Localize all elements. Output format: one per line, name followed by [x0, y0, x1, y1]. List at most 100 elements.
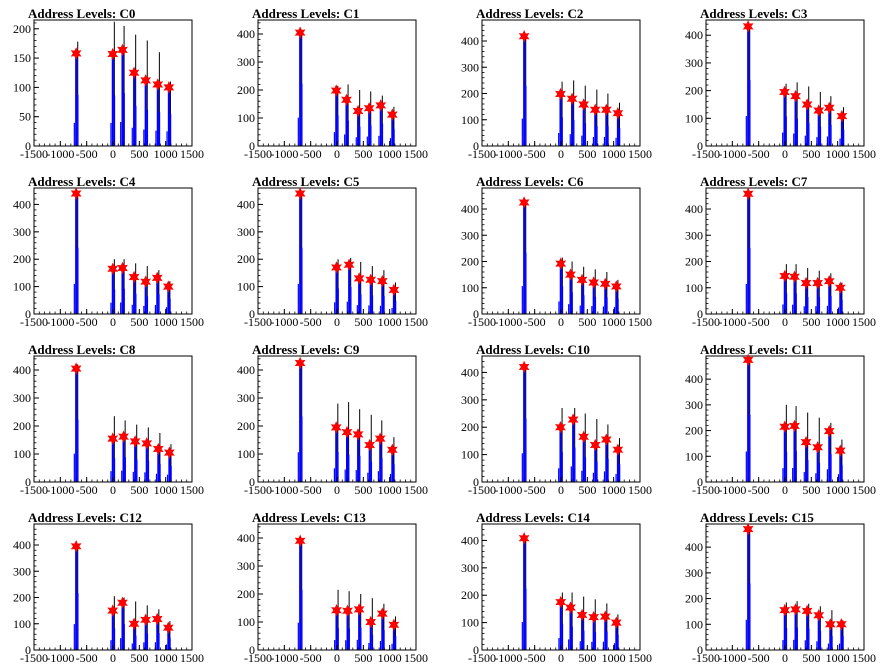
- peak-marker: [555, 257, 567, 270]
- histogram-bar: [158, 112, 161, 146]
- x-tick-label: 500: [354, 651, 372, 665]
- histogram-bar: [591, 641, 593, 650]
- x-tick-label: 1500: [404, 147, 428, 161]
- histogram-bar: [393, 128, 395, 146]
- histogram-bar: [594, 296, 597, 314]
- histogram-bar: [591, 306, 593, 315]
- histogram-bar: [135, 293, 137, 314]
- y-tick-label: 100: [13, 80, 31, 94]
- peak-marker: [152, 78, 164, 91]
- histogram-bar: [581, 614, 584, 650]
- y-tick-label: 100: [13, 617, 31, 631]
- histogram-bar: [122, 436, 125, 482]
- histogram-bar: [158, 294, 160, 314]
- y-tick-label: 400: [685, 28, 703, 42]
- histogram-bar: [131, 304, 133, 314]
- histogram-bar: [581, 279, 584, 315]
- histogram-bar: [379, 305, 382, 314]
- y-tick-label: 400: [461, 365, 479, 379]
- y-tick-label: 400: [237, 197, 255, 211]
- peak-marker: [341, 93, 352, 107]
- y-tick-label: 200: [461, 255, 479, 269]
- x-tick-label: -1000: [494, 147, 522, 161]
- x-tick-label: 1000: [378, 315, 402, 329]
- histogram-bar: [133, 72, 136, 146]
- histogram-bar: [805, 283, 808, 314]
- histogram-bar: [783, 610, 786, 650]
- histogram-bar: [377, 471, 379, 482]
- peak-marker: [823, 274, 835, 288]
- histogram-bar: [594, 445, 597, 482]
- histogram-bar: [842, 635, 844, 650]
- y-tick-label: 300: [685, 228, 703, 242]
- histogram-bar: [143, 129, 145, 146]
- histogram-bar: [523, 366, 526, 482]
- x-tick-label: -1000: [46, 315, 74, 329]
- histogram-bar: [121, 602, 124, 650]
- histogram-plot: 0 100 200 300 400 -1500-1000 -500 0 500 1000 1500: [461, 523, 652, 665]
- panel-title: Address Levels: C8: [28, 342, 136, 357]
- histogram-bar: [602, 306, 605, 314]
- peak-marker: [352, 428, 364, 441]
- x-tick-label: 1500: [628, 147, 652, 161]
- histogram-bar: [582, 436, 585, 482]
- histogram-bar: [383, 629, 385, 650]
- peak-marker: [599, 277, 611, 291]
- histogram-bar: [368, 643, 370, 650]
- histogram-bar: [559, 94, 562, 146]
- histogram-bar: [816, 137, 818, 146]
- histogram-bar: [808, 628, 810, 650]
- histogram-bar: [379, 640, 382, 650]
- peak-marker: [518, 532, 530, 545]
- x-tick-label: 1500: [852, 651, 876, 665]
- histogram-bar: [561, 451, 563, 482]
- x-tick-label: -1500: [692, 651, 720, 665]
- histogram-bar: [169, 298, 171, 314]
- x-tick-label: -1000: [46, 651, 74, 665]
- histogram-bar: [816, 641, 818, 650]
- histogram-plot: 0 100 200 300 400 -1500-1000 -500 0 500 1000 1500: [685, 19, 876, 161]
- histogram-bar: [819, 630, 822, 650]
- histogram-bar: [381, 458, 383, 482]
- x-tick-label: 500: [130, 483, 148, 497]
- peak-marker: [566, 92, 578, 105]
- peak-marker: [779, 603, 791, 617]
- y-tick-label: 200: [461, 588, 479, 602]
- peak-marker: [128, 617, 140, 630]
- histogram-bar: [124, 457, 126, 482]
- y-tick-label: 400: [13, 538, 31, 552]
- y-tick-label: 200: [13, 419, 31, 433]
- x-tick-label: -500: [748, 315, 770, 329]
- peak-marker: [589, 438, 601, 452]
- x-tick-label: -1000: [494, 315, 522, 329]
- histogram-bar: [525, 418, 527, 482]
- y-tick-label: 0: [25, 643, 31, 657]
- peak-marker: [576, 273, 588, 287]
- peak-marker: [600, 103, 612, 117]
- histogram-bar: [379, 105, 382, 146]
- histogram-bar: [619, 127, 621, 146]
- histogram-bar: [831, 635, 833, 650]
- x-tick-label: -500: [748, 147, 770, 161]
- peak-marker: [140, 275, 152, 288]
- x-tick-label: -1500: [20, 483, 48, 497]
- histogram-bar: [110, 640, 112, 650]
- y-tick-label: 0: [697, 307, 703, 321]
- histogram-bar: [110, 471, 112, 482]
- histogram-bar: [817, 110, 820, 146]
- histogram-bar: [158, 632, 160, 650]
- y-tick-label: 300: [685, 56, 703, 70]
- histogram-bar: [617, 634, 619, 650]
- histogram-bar: [561, 117, 563, 146]
- x-tick-label: -1000: [718, 651, 746, 665]
- peak-marker: [812, 441, 824, 454]
- x-tick-label: 0: [334, 651, 340, 665]
- x-tick-label: -500: [300, 315, 322, 329]
- x-tick-label: 0: [334, 315, 340, 329]
- peak-marker: [599, 610, 611, 623]
- histogram-plot: 0 50 100 150 200 -1500-1000 -500 0 500 1000 1500: [13, 19, 204, 161]
- x-tick-label: 500: [578, 483, 596, 497]
- histogram-bar: [360, 627, 362, 650]
- x-tick-label: 1000: [602, 651, 626, 665]
